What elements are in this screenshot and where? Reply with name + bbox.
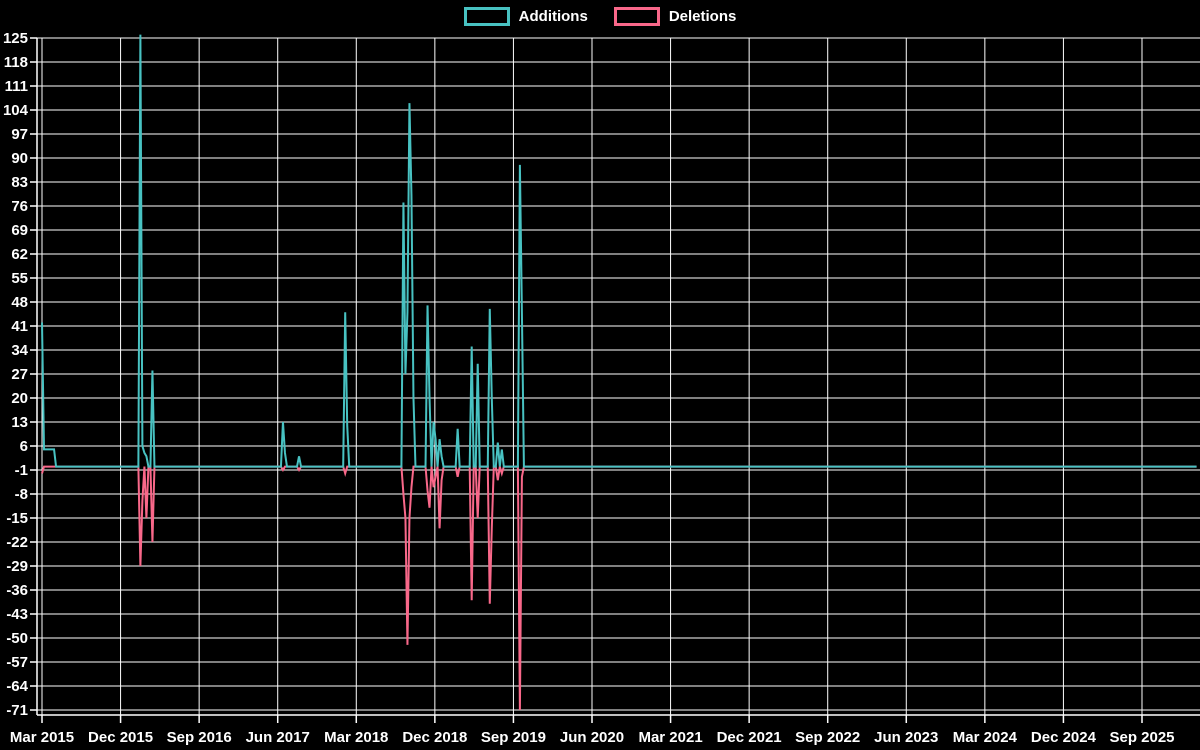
x-tick-label: Dec 2024 [1031,729,1097,746]
y-tick-label: 34 [11,342,28,359]
series-line-deletions [41,465,1197,711]
y-tick-label: 69 [11,222,28,239]
x-tick-label: Sep 2016 [167,729,232,746]
y-tick-label: -43 [6,606,28,623]
y-tick-label: 111 [5,78,28,95]
x-tick-label: Sep 2019 [481,729,546,746]
y-tick-label: -15 [6,510,28,527]
deletions-swatch-icon [613,7,660,26]
y-tick-label: 104 [3,102,29,119]
y-tick-label: 90 [11,150,28,167]
y-tick-label: 13 [11,414,28,431]
x-tick-label: Jun 2023 [874,729,938,746]
x-tick-label: Mar 2015 [10,729,74,746]
legend-label-additions: Additions [518,8,588,25]
x-tick-label: Dec 2015 [88,729,153,746]
y-tick-label: 83 [11,174,28,191]
x-tick-label: Jun 2017 [246,729,310,746]
y-tick-label: 41 [11,318,28,335]
y-tick-label: -22 [6,534,28,551]
y-tick-label: 76 [11,198,28,215]
y-tick-label: 20 [11,390,28,407]
y-tick-label: 55 [11,270,28,287]
y-tick-label: -36 [6,582,28,599]
y-tick-label: 97 [11,126,28,143]
y-tick-label: 48 [11,294,28,311]
y-tick-label: -29 [6,558,28,575]
y-tick-label: 62 [11,246,28,263]
y-tick-label: -1 [15,462,28,479]
legend-item-additions[interactable]: Additions [463,7,588,26]
series-line-additions [41,34,1197,468]
y-tick-label: -8 [15,486,28,503]
x-tick-label: Dec 2018 [402,729,467,746]
x-tick-label: Sep 2022 [795,729,860,746]
additions-swatch-icon [463,7,510,26]
x-tick-label: Sep 2025 [1109,729,1174,746]
x-tick-label: Jun 2020 [560,729,624,746]
x-tick-label: Mar 2018 [324,729,388,746]
y-tick-label: 125 [3,30,28,47]
x-tick-label: Mar 2024 [953,729,1018,746]
legend-label-deletions: Deletions [668,8,737,25]
y-tick-label: 27 [11,366,28,383]
y-tick-label: -57 [6,654,28,671]
y-tick-label: 6 [20,438,28,455]
x-tick-label: Mar 2021 [638,729,702,746]
chart-legend: Additions Deletions [0,7,1200,26]
x-tick-label: Dec 2021 [717,729,782,746]
y-tick-label: -71 [6,702,28,719]
y-tick-label: -50 [6,630,28,647]
legend-item-deletions[interactable]: Deletions [613,7,737,26]
y-tick-label: -64 [6,678,28,695]
y-tick-label: 118 [4,54,28,71]
